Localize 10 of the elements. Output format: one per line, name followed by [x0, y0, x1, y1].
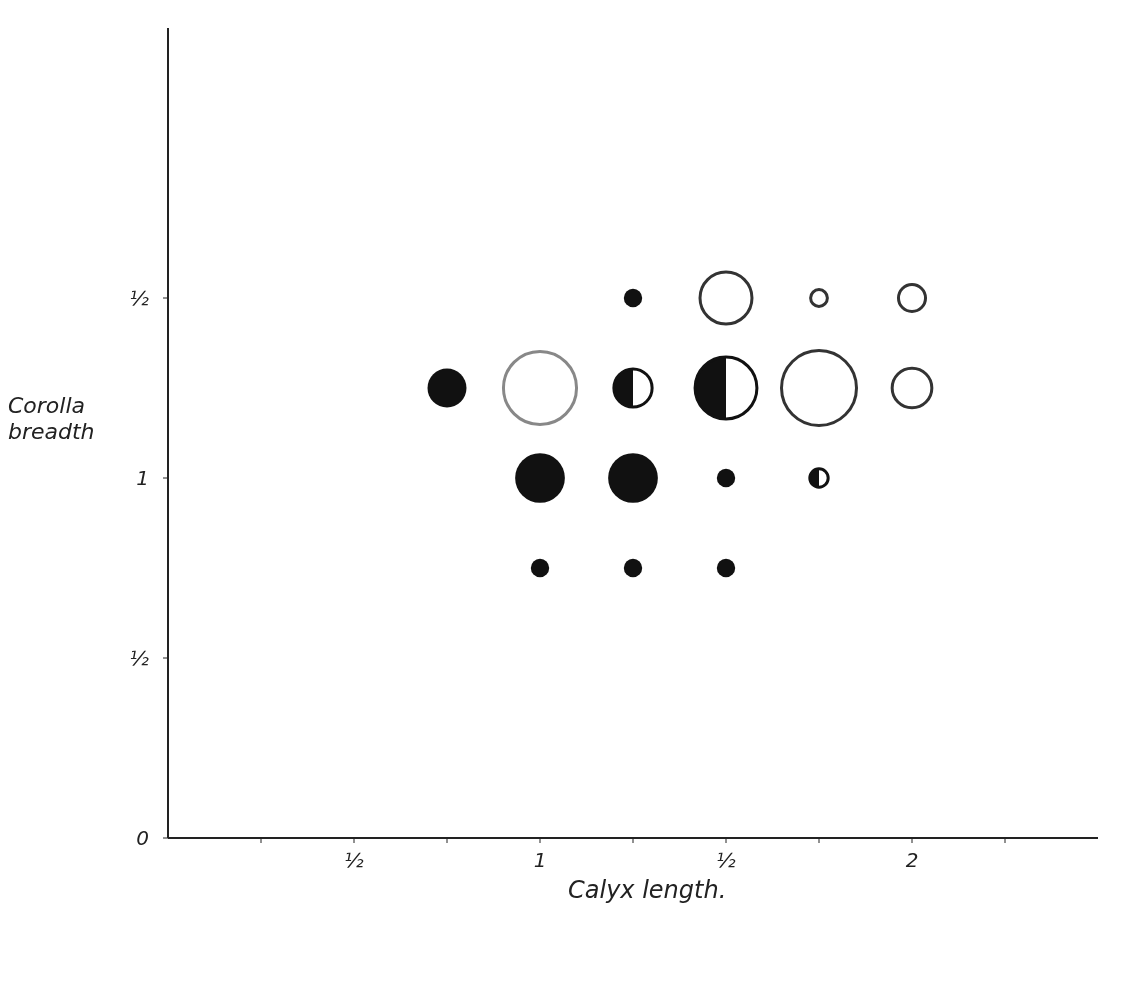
y-tick-label: ½	[129, 646, 150, 670]
x-tick-label: ½	[716, 848, 737, 872]
x-tick-label: 2	[905, 848, 919, 872]
x-tick-label: ½	[344, 848, 365, 872]
y-tick-label: 1	[136, 466, 149, 490]
x-tick-label: 1	[533, 848, 547, 872]
y-tick-label: 0	[136, 826, 149, 850]
x-axis-title: Calyx length.	[568, 876, 728, 904]
y-axis-title: Corolla breadth	[8, 393, 96, 445]
y-tick-label: ½	[129, 286, 150, 310]
